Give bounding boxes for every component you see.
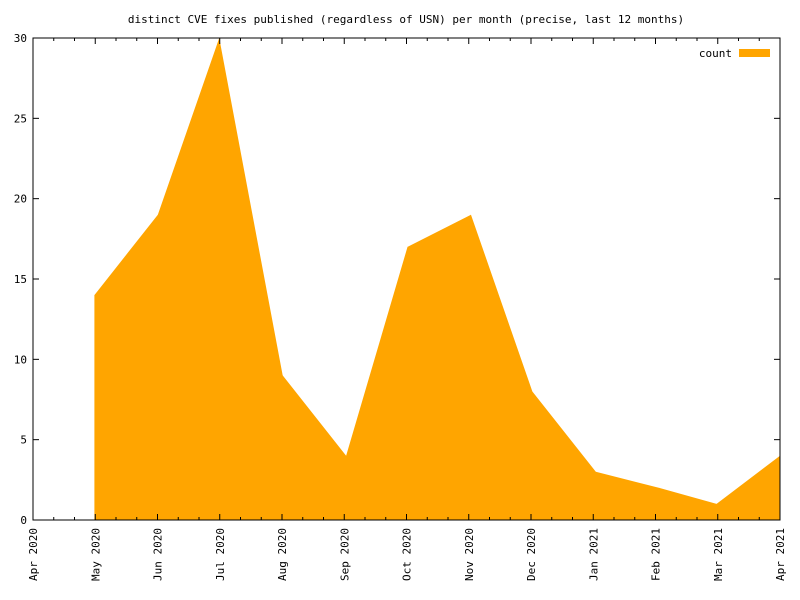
y-tick-label: 5 <box>20 434 27 447</box>
x-tick-label: Jul 2020 <box>214 528 227 581</box>
legend: count <box>699 47 770 60</box>
x-tick-label: Nov 2020 <box>463 528 476 581</box>
x-tick-label: Dec 2020 <box>525 528 538 581</box>
x-tick-label: Feb 2021 <box>650 528 663 581</box>
y-tick-label: 10 <box>14 353 27 366</box>
x-tick-label: Jan 2021 <box>587 528 600 581</box>
legend-swatch <box>739 49 770 57</box>
x-tick-label: Mar 2021 <box>712 528 725 581</box>
y-tick-label: 20 <box>14 193 27 206</box>
legend-label: count <box>699 47 732 60</box>
y-tick-label: 25 <box>14 112 27 125</box>
y-tick-label: 0 <box>20 514 27 527</box>
chart-title: distinct CVE fixes published (regardless… <box>128 13 684 26</box>
plot-area <box>94 37 781 520</box>
y-tick-label: 30 <box>14 32 27 45</box>
x-tick-label: Jun 2020 <box>152 528 165 581</box>
x-tick-label: Sep 2020 <box>338 528 351 581</box>
y-tick-label: 15 <box>14 273 27 286</box>
x-tick-label: May 2020 <box>89 528 102 581</box>
area-series-count <box>94 38 780 520</box>
x-tick-label: Apr 2020 <box>27 528 40 581</box>
x-tick-label: Apr 2021 <box>774 528 787 581</box>
axes: 0 5 10 15 20 25 30 Apr 2020 May 2020 Jun 2020 Jul … <box>14 32 787 581</box>
x-tick-label: Oct 2020 <box>401 528 414 581</box>
x-tick-label: Aug 2020 <box>276 528 289 581</box>
